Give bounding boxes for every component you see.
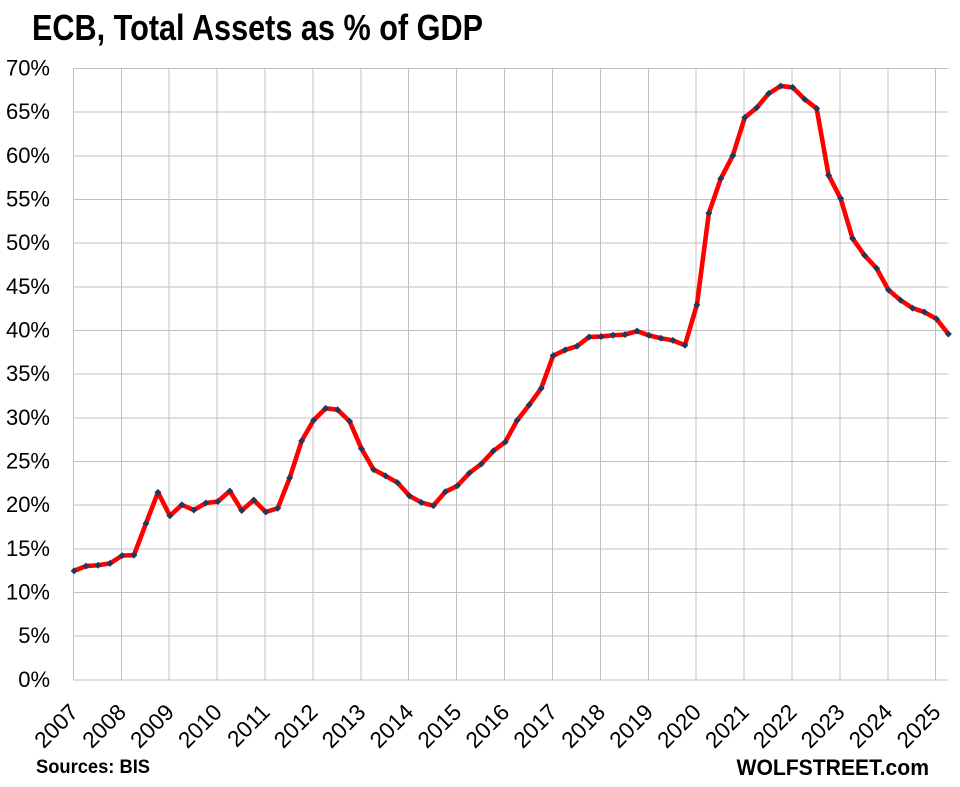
svg-text:25%: 25%: [6, 449, 50, 474]
svg-text:15%: 15%: [6, 536, 50, 561]
svg-text:40%: 40%: [6, 318, 50, 343]
svg-text:Sources: BIS: Sources: BIS: [36, 756, 150, 778]
svg-text:65%: 65%: [6, 99, 50, 124]
svg-text:20%: 20%: [6, 492, 50, 517]
svg-text:70%: 70%: [6, 56, 50, 81]
svg-text:0%: 0%: [18, 667, 50, 692]
svg-text:50%: 50%: [6, 230, 50, 255]
svg-text:35%: 35%: [6, 361, 50, 386]
svg-text:30%: 30%: [6, 405, 50, 430]
svg-text:WOLFSTREET.com: WOLFSTREET.com: [737, 755, 930, 780]
svg-text:45%: 45%: [6, 274, 50, 299]
svg-text:ECB, Total Assets as % of GDP: ECB, Total Assets as % of GDP: [32, 7, 483, 48]
svg-text:10%: 10%: [6, 580, 50, 605]
svg-text:55%: 55%: [6, 187, 50, 212]
svg-text:60%: 60%: [6, 143, 50, 168]
svg-text:5%: 5%: [18, 623, 50, 648]
